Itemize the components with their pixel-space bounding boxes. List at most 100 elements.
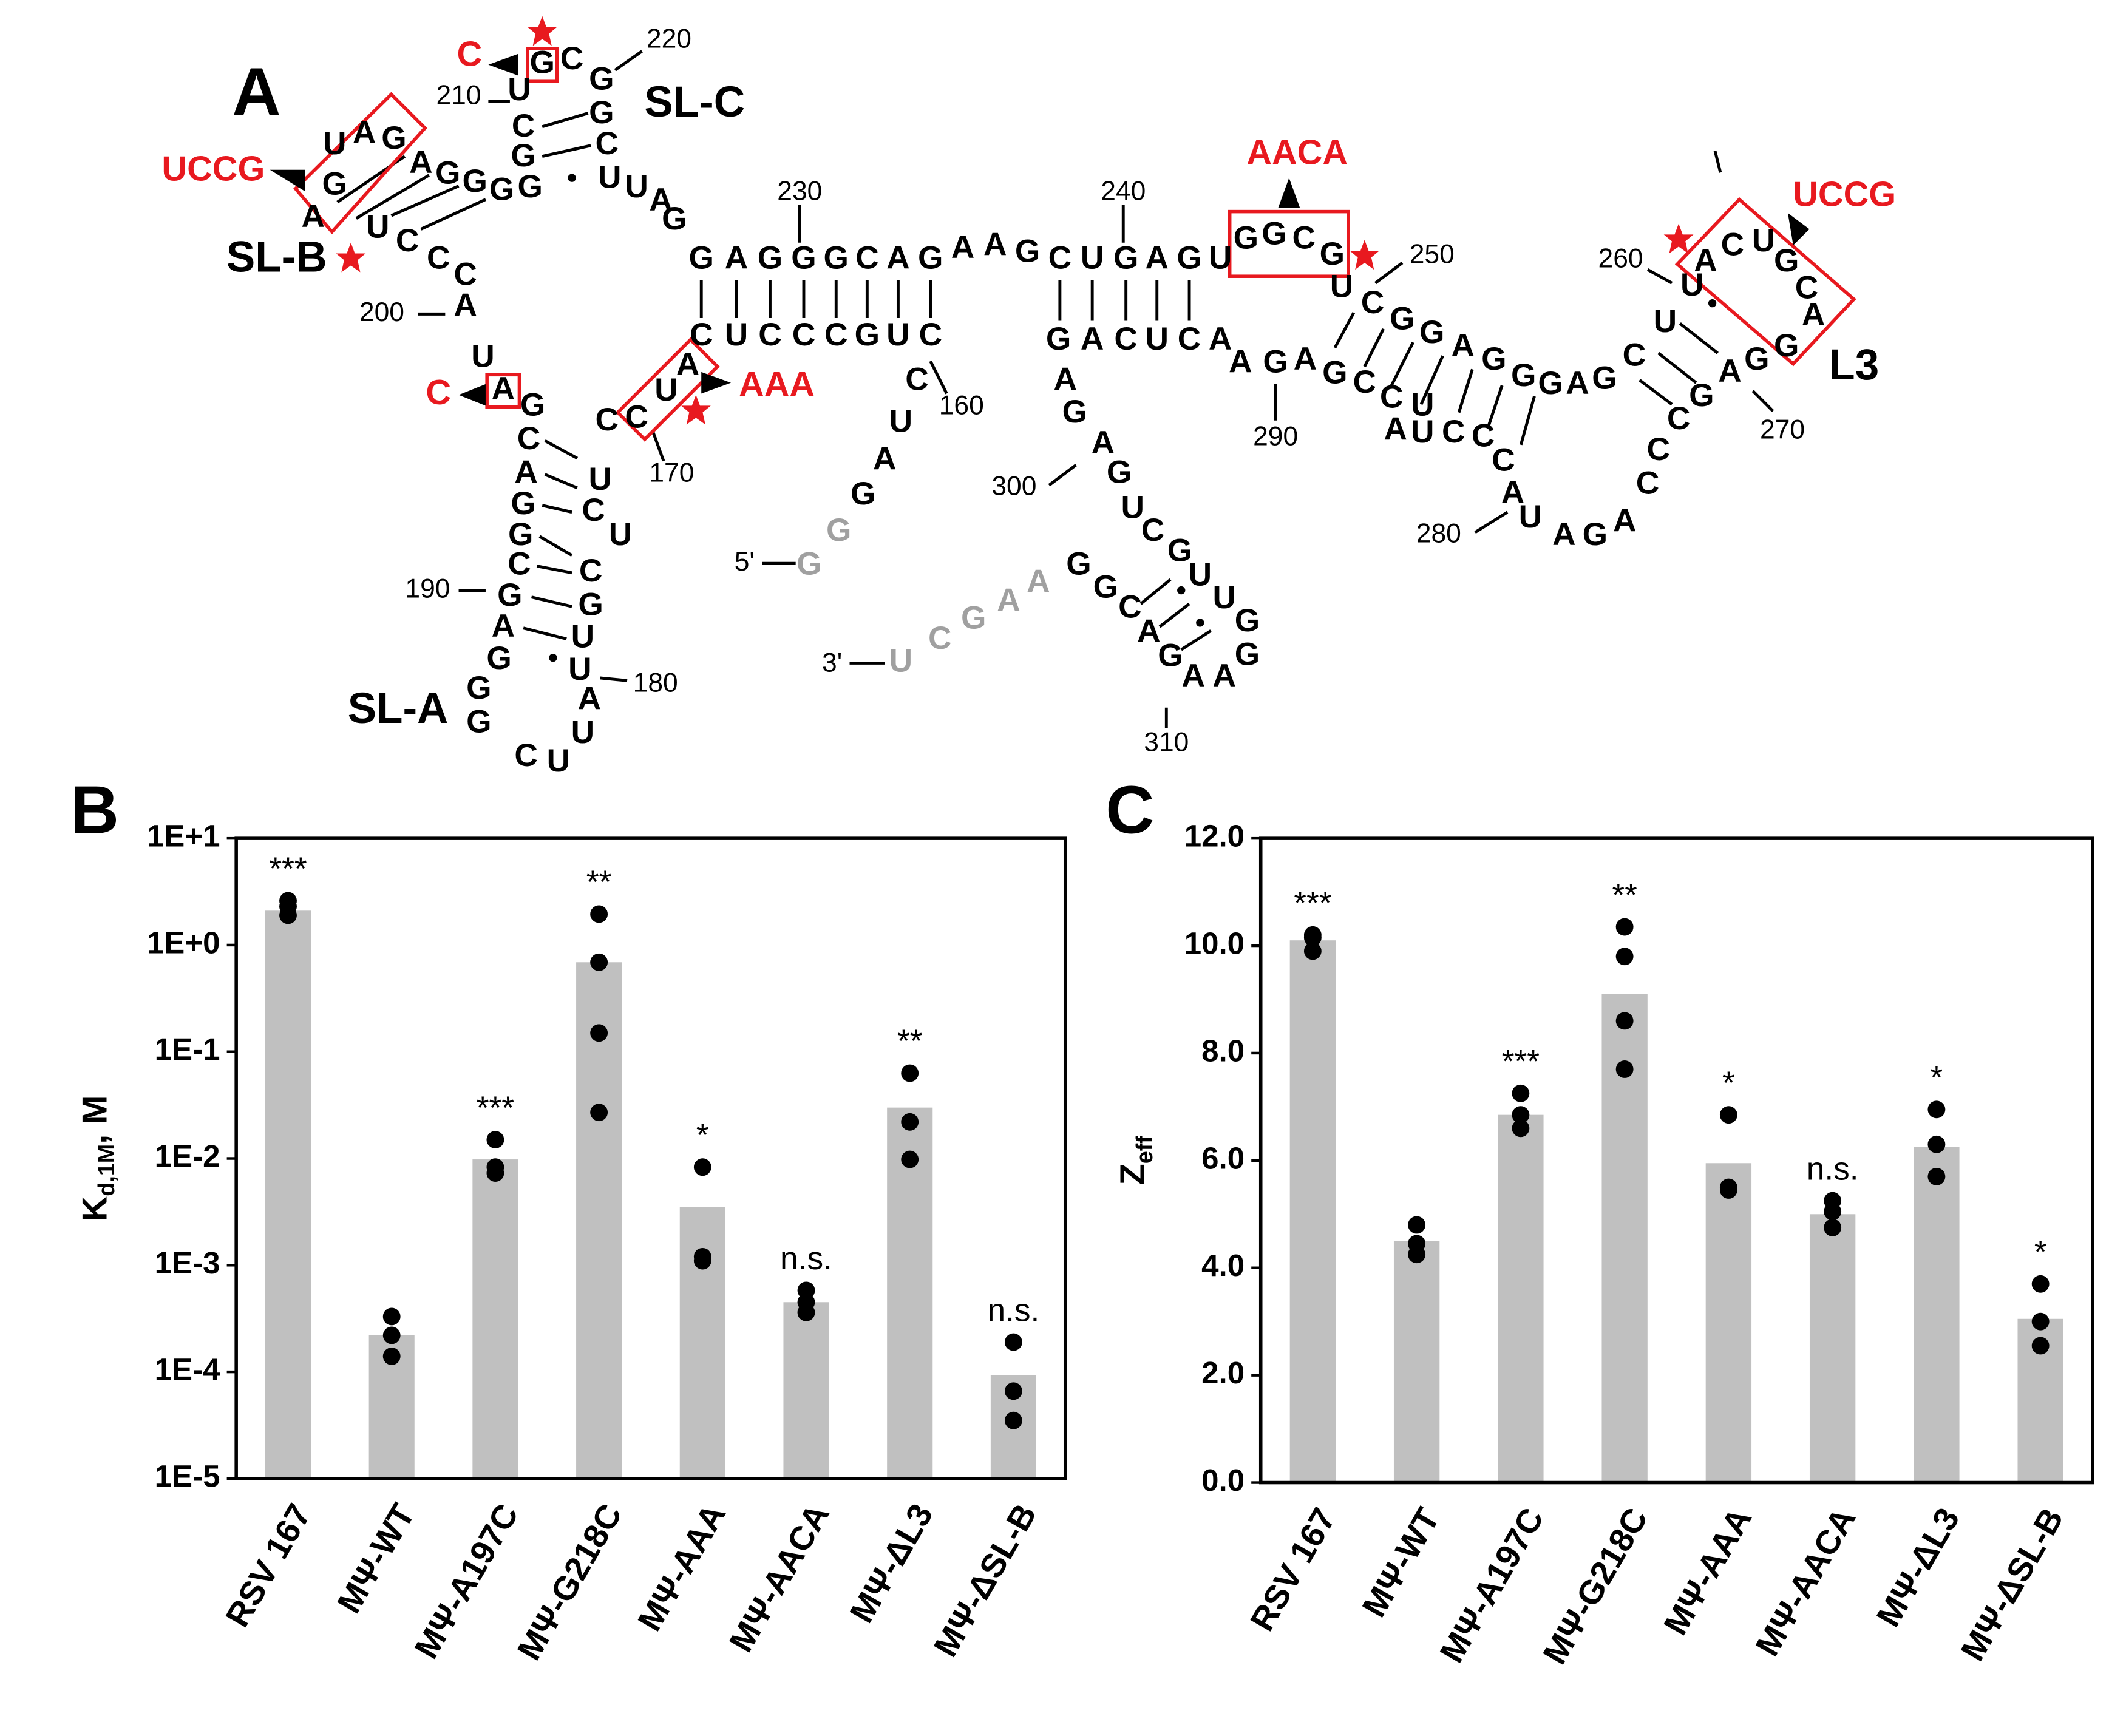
nucleotide: A — [1384, 412, 1407, 447]
nucleotide: A — [492, 608, 515, 644]
nucleotide: G — [520, 387, 545, 423]
data-point — [1719, 1106, 1737, 1124]
nucleotide: G — [1046, 321, 1071, 357]
nucleotide: A — [409, 144, 432, 180]
data-point — [590, 1024, 608, 1042]
nucleotide: A — [1146, 240, 1169, 276]
nucleotide: G — [489, 171, 514, 207]
data-point — [382, 1326, 401, 1344]
mutation-label: C — [457, 35, 482, 74]
data-point — [693, 1252, 711, 1270]
y-tick-label: 1E-1 — [155, 1032, 220, 1066]
nucleotide: U — [366, 209, 389, 245]
bar — [472, 1159, 518, 1479]
data-point — [797, 1303, 815, 1321]
nucleotide: U — [598, 159, 621, 195]
data-point — [2031, 1312, 2050, 1331]
nucleotide: A — [1694, 243, 1717, 279]
nucleotide: A — [1213, 658, 1236, 694]
bar — [1393, 1241, 1440, 1483]
data-point — [1927, 1135, 1946, 1153]
nucleotide: G — [826, 512, 851, 548]
nucleotide: U — [1519, 499, 1542, 535]
nucleotide: G — [511, 138, 535, 174]
number-leaders — [418, 50, 1774, 728]
nucleotide: G — [851, 476, 875, 512]
y-tick-label: 6.0 — [1201, 1141, 1245, 1175]
region-label: SL-B — [226, 233, 327, 281]
y-axis-label-tail: , M — [76, 1096, 115, 1144]
x-tick-label: MΨ-AACA — [1748, 1502, 1863, 1663]
nucleotide: G — [1066, 546, 1091, 582]
y-tick-label: 1E+1 — [147, 819, 220, 853]
significance-label: n.s. — [987, 1292, 1039, 1328]
nucleotide: A — [1802, 297, 1825, 333]
nucleotide: A — [676, 347, 699, 382]
nucleotide: U — [889, 403, 912, 439]
nucleotide: G — [1015, 234, 1040, 270]
nucleotide: G — [1592, 360, 1617, 396]
nucleotide: A — [1229, 344, 1252, 380]
y-axis-label-sub: d,1M — [93, 1144, 119, 1196]
nucleotide: G — [1744, 341, 1769, 377]
nucleotide: G — [1113, 240, 1138, 276]
pair-dots — [549, 174, 1717, 662]
nucleotide: G — [1583, 517, 1608, 552]
significance-label: ** — [897, 1023, 922, 1059]
data-point — [1303, 942, 1322, 960]
nucleotide: C — [1114, 321, 1137, 357]
bar — [1705, 1163, 1752, 1483]
x-tick-label: RSV 167 — [218, 1497, 318, 1633]
y-tick-label: 4.0 — [1201, 1248, 1245, 1283]
nucleotide: G — [589, 61, 614, 97]
nucleotide: G — [1263, 344, 1288, 380]
panel-label: C — [1105, 772, 1154, 848]
nucleotide: A — [1613, 503, 1636, 539]
nucleotide: G — [462, 163, 487, 199]
nucleotide: G — [758, 240, 783, 276]
nucleotide: G — [1262, 216, 1286, 252]
region-label: L3 — [1829, 341, 1879, 389]
data-point — [901, 1064, 919, 1082]
significance-label: *** — [1502, 1044, 1540, 1080]
nucleotide: G — [511, 486, 535, 521]
data-point — [486, 1131, 504, 1148]
y-tick-label: 8.0 — [1201, 1033, 1245, 1068]
nucleotide: A — [1294, 341, 1317, 377]
y-tick-label: 1E-3 — [155, 1246, 220, 1280]
nucleotide: A — [353, 115, 376, 151]
data-point — [693, 1158, 711, 1176]
nucleotide: C — [792, 317, 815, 353]
nucleotide: A — [492, 371, 515, 407]
nucleotide: G — [381, 120, 406, 156]
nucleotide: G — [1158, 638, 1183, 674]
nucleotide: C — [1380, 379, 1403, 415]
data-point — [901, 1113, 919, 1131]
data-point — [1408, 1246, 1426, 1264]
bar — [1914, 1147, 1960, 1483]
nucleotide: U — [1146, 321, 1169, 357]
data-point — [1004, 1411, 1022, 1429]
mutation-label: UCCG — [1793, 175, 1896, 214]
data-point — [1927, 1167, 1946, 1185]
bar — [576, 962, 622, 1479]
bar — [679, 1207, 725, 1479]
bar — [1498, 1114, 1544, 1483]
nucleotide: U — [508, 72, 531, 107]
nucleotide: G — [961, 600, 986, 636]
significance-label: *** — [477, 1090, 514, 1126]
data-point — [2031, 1337, 2050, 1355]
position-number: 240 — [1101, 176, 1146, 206]
nucleotide: G — [508, 517, 533, 552]
nucleotide: C — [596, 402, 619, 438]
nucleotide: G — [1774, 328, 1799, 364]
position-number: 190 — [405, 574, 450, 603]
position-number: 310 — [1144, 727, 1189, 757]
data-point — [1615, 918, 1634, 936]
nucleotide: U — [1121, 489, 1144, 525]
x-tick-label: MΨ-AAA — [1656, 1502, 1759, 1641]
nucleotide: G — [1235, 636, 1260, 672]
nucleotide: C — [1178, 321, 1201, 357]
nucleotide: U — [568, 651, 591, 687]
